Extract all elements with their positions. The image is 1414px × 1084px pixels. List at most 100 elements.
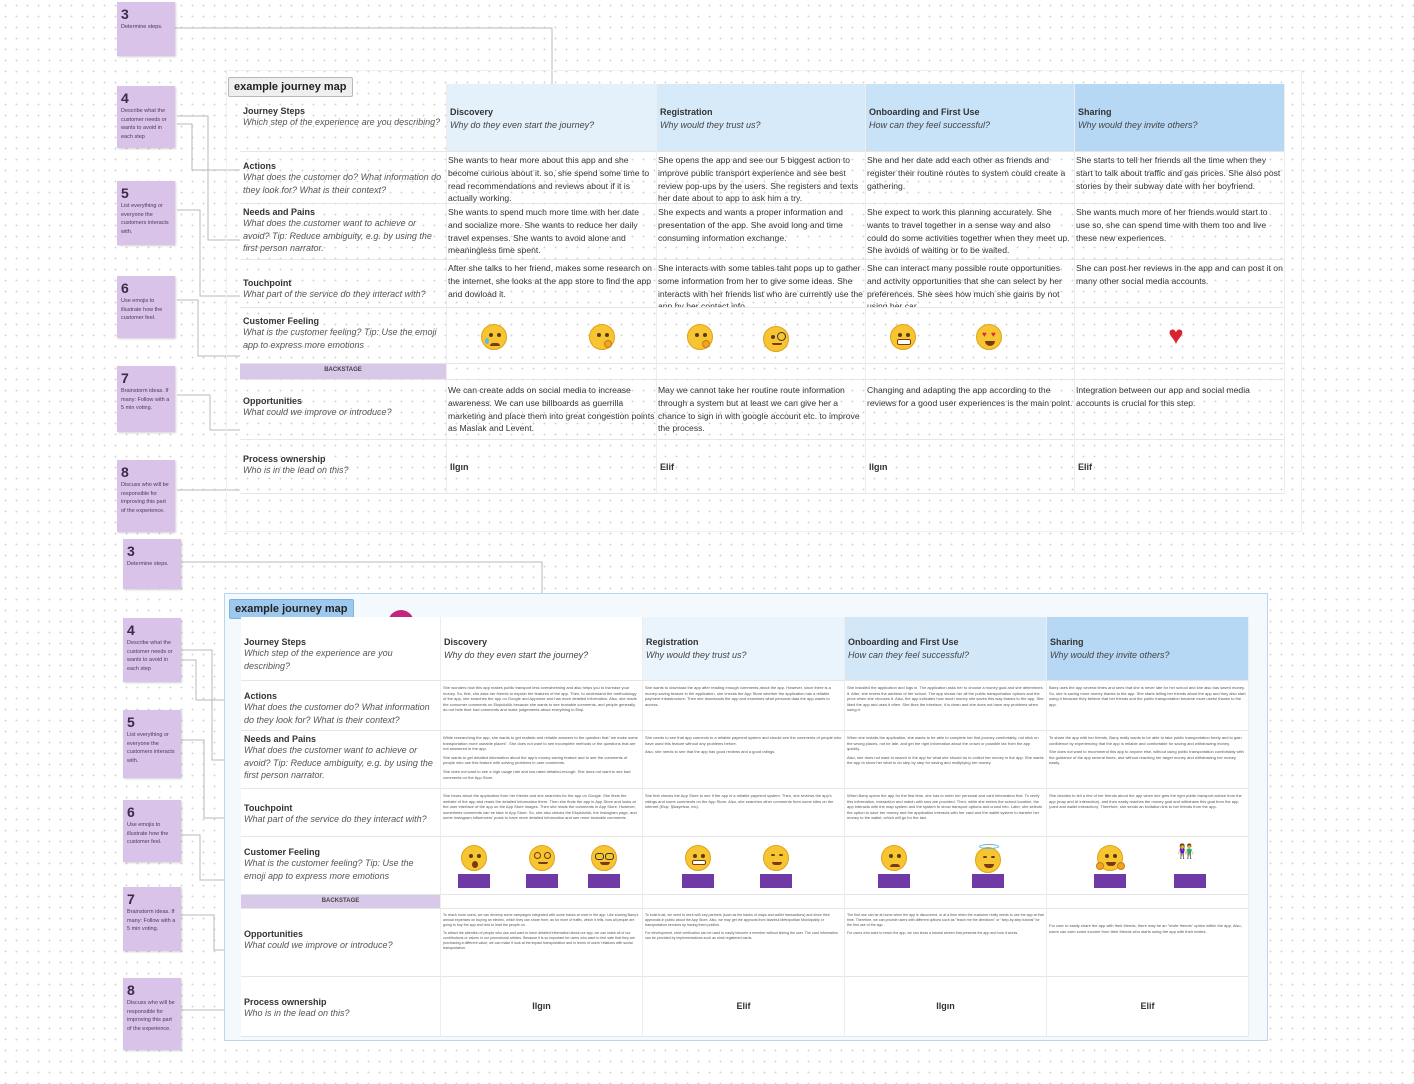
sticky-text: Brainstorm ideas. If many: Follow with a…: [121, 388, 170, 411]
sticky-note[interactable]: 8 Discuss who will be responsible for imp…: [117, 460, 175, 532]
needs-paragraph: Also, she needs to see that the app has …: [645, 749, 776, 755]
sticky-note[interactable]: 6 Use emojis to illustrate how the custom…: [117, 276, 175, 338]
touchpoint-cell[interactable]: When Barış opens the app for the first t…: [845, 789, 1047, 837]
needs-cell[interactable]: She wants much more of her friends would…: [1075, 204, 1285, 260]
sticky-note[interactable]: 4 Describe what the customer needs or wan…: [117, 86, 175, 148]
sticky-number: 4: [127, 622, 135, 638]
actions-cell[interactable]: She wants to hear more about this app an…: [447, 152, 657, 204]
hugging-face-icon[interactable]: [1096, 845, 1125, 871]
row-label-actions: Actions What does the customer do? What i…: [240, 152, 447, 204]
red-heart-icon[interactable]: ♥: [1168, 320, 1184, 350]
sticky-note[interactable]: 5 List everything or everyone the custome…: [123, 710, 181, 778]
needs-cell[interactable]: To share the app with her friends, Barış…: [1047, 731, 1249, 789]
sticky-number: 6: [121, 280, 129, 296]
row-label-title: Needs and Pains: [244, 734, 317, 744]
opportunities-cell[interactable]: For user to easily share the app with th…: [1047, 909, 1249, 977]
opportunities-cell[interactable]: To reach more users, we can develop some…: [441, 909, 643, 977]
stage-header-discovery[interactable]: Discovery Why do they even start the jour…: [441, 617, 643, 681]
actions-cell[interactable]: She and her date add each other as frien…: [866, 152, 1075, 204]
grimacing-face-icon[interactable]: [685, 845, 711, 871]
stage-header-sharing[interactable]: Sharing Why would they invite others?: [1047, 617, 1249, 681]
thinking-face-icon[interactable]: [687, 324, 713, 350]
sticky-note[interactable]: 7 Brainstorm ideas. If many: Follow with …: [123, 887, 181, 951]
opportunities-cell[interactable]: To build trust, we need to work with key…: [643, 909, 845, 977]
owner-cell[interactable]: Ilgın: [866, 440, 1075, 494]
stage-header-discovery[interactable]: Discovery Why do they even start the jour…: [447, 84, 657, 152]
needs-cell[interactable]: While researching the app, she wants to …: [441, 731, 643, 789]
touchpoint-cell[interactable]: She decides to tell a few of her friends…: [1047, 789, 1249, 837]
sticky-note[interactable]: 3 Determine steps.: [117, 2, 175, 56]
map-title[interactable]: example journey map: [229, 599, 354, 619]
needs-cell[interactable]: She needs to see that app connects to a …: [643, 731, 845, 789]
needs-cell[interactable]: She wants to spend much more time with h…: [447, 204, 657, 260]
row-label-journey-steps: Journey Steps Which step of the experienc…: [241, 617, 441, 681]
opportunities-cell[interactable]: May we cannot take her routine route inf…: [657, 380, 866, 440]
heart-eyes-face-icon[interactable]: ♥ ♥: [976, 324, 1002, 350]
owner-cell[interactable]: Ilgın: [845, 977, 1047, 1037]
grinning-face-icon[interactable]: [890, 324, 916, 350]
frowning-face-icon[interactable]: [881, 845, 907, 871]
opportunities-cell[interactable]: We can create adds on social media to in…: [447, 380, 657, 440]
sticky-note[interactable]: 3 Determine steps.: [123, 539, 181, 589]
owner-cell[interactable]: Elif: [657, 440, 866, 494]
feeling-cell: [657, 308, 866, 364]
owner-cell[interactable]: Elif: [1047, 977, 1249, 1037]
sticky-note[interactable]: 7 Brainstorm ideas. If many: Follow with …: [117, 366, 175, 432]
monocle-face-icon[interactable]: [763, 326, 789, 352]
stage-header-onboarding[interactable]: Onboarding and First Use How can they fee…: [866, 84, 1075, 152]
opportunities-cell[interactable]: Integration between our app and social m…: [1075, 380, 1285, 440]
stage-header-onboarding[interactable]: Onboarding and First Use How can they fee…: [845, 617, 1047, 681]
needs-cell[interactable]: She expect to work this planning accurat…: [866, 204, 1075, 260]
backstage-spacer: [845, 895, 1047, 909]
needs-cell[interactable]: She expects and wants a proper informati…: [657, 204, 866, 260]
touchpoint-cell[interactable]: She can interact many possible route opp…: [866, 260, 1075, 308]
sticky-text: Use emojis to illustrate how the custome…: [121, 298, 163, 321]
people-holding-hands-icon[interactable]: 👫: [1177, 843, 1195, 859]
owner-cell[interactable]: Elif: [643, 977, 845, 1037]
touchpoint-cell[interactable]: She can post her reviews in the app and …: [1075, 260, 1285, 308]
stage-question: Why would they trust us?: [646, 650, 747, 660]
journey-map-bottom: Journey Steps Which step of the experienc…: [241, 617, 1249, 1037]
opportunities-cell[interactable]: The first use can be at home when the ap…: [845, 909, 1047, 977]
touchpoint-cell[interactable]: She hears about the application from her…: [441, 789, 643, 837]
actions-cell[interactable]: She opens the app and see our 5 biggest …: [657, 152, 866, 204]
sticky-note[interactable]: 6 Use emojis to illustrate how the custom…: [123, 800, 181, 862]
opportunities-paragraph: To build trust, we need to work with key…: [645, 913, 830, 927]
needs-paragraph: While researching the app, she wants to …: [443, 735, 638, 752]
actions-cell[interactable]: She wonders how this app makes public tr…: [441, 681, 643, 731]
nerd-face-icon[interactable]: [591, 845, 617, 871]
touchpoint-cell[interactable]: She first checks the App Store to see if…: [643, 789, 845, 837]
stage-question: How can they feel successful?: [848, 650, 970, 660]
sticky-number: 4: [121, 90, 129, 106]
actions-cell[interactable]: She installed the application and logs i…: [845, 681, 1047, 731]
touchpoint-cell[interactable]: She interacts with some tables taht pops…: [657, 260, 866, 308]
sticky-note[interactable]: 8 Discuss who will be responsible for imp…: [123, 978, 181, 1050]
actions-cell[interactable]: She starts to tell her friends all the t…: [1075, 152, 1285, 204]
sticky-note[interactable]: 5 List everything or everyone the custome…: [117, 181, 175, 245]
row-label-ownership: Process ownership Who is in the lead on t…: [240, 440, 447, 494]
hushed-face-icon[interactable]: [461, 845, 487, 871]
stage-header-registration[interactable]: Registration Why would they trust us?: [657, 84, 866, 152]
row-label-needs: Needs and Pains What does the customer wa…: [240, 204, 447, 260]
smiling-face-with-halo-icon[interactable]: [975, 844, 1001, 873]
stage-header-registration[interactable]: Registration Why would they trust us?: [643, 617, 845, 681]
row-label-subtitle: What is the customer feeling? Tip: Use t…: [243, 327, 437, 350]
owner-cell[interactable]: Ilgın: [447, 440, 657, 494]
sticky-note[interactable]: 4 Describe what the customer needs or wan…: [123, 618, 181, 682]
owner-cell[interactable]: Elif: [1075, 440, 1285, 494]
opportunities-cell[interactable]: Changing and adapting the app according …: [866, 380, 1075, 440]
touchpoint-cell[interactable]: After she talks to her friend, makes som…: [447, 260, 657, 308]
relieved-face-icon[interactable]: [763, 845, 789, 871]
row-label-subtitle: What does the customer do? What informat…: [243, 172, 442, 195]
actions-cell[interactable]: Barış uses the app several times and see…: [1047, 681, 1249, 731]
row-label-title: Journey Steps: [243, 106, 306, 116]
actions-cell[interactable]: She wants to download the app after read…: [643, 681, 845, 731]
row-label-subtitle: What could we improve or introduce?: [243, 407, 392, 417]
owner-cell[interactable]: Ilgın: [441, 977, 643, 1037]
confused-face-icon[interactable]: [529, 845, 555, 871]
crying-face-icon[interactable]: [481, 324, 507, 350]
stage-header-sharing[interactable]: Sharing Why would they invite others?: [1075, 84, 1285, 152]
needs-cell[interactable]: When she installs the application, she w…: [845, 731, 1047, 789]
thinking-face-icon[interactable]: [589, 324, 615, 350]
map-title[interactable]: example journey map: [228, 77, 353, 97]
